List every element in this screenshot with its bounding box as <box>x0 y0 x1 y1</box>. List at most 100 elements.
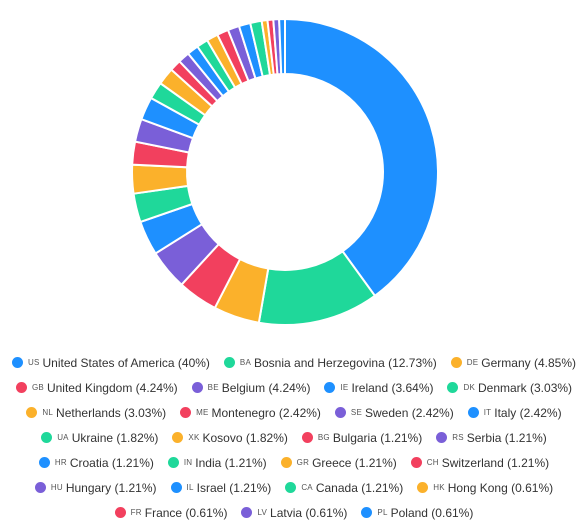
legend-marker <box>467 407 479 418</box>
legend-label: Kosovo (1.82%) <box>202 430 288 445</box>
legend-country-code: IT <box>483 408 492 417</box>
legend-country-code: GR <box>296 458 310 467</box>
legend-label: Montenegro (2.42%) <box>211 405 321 420</box>
legend-item-dk[interactable]: DK Denmark (3.03%) <box>447 381 572 395</box>
legend-item-ba[interactable]: BA Bosnia and Herzegovina (12.73%) <box>223 355 437 370</box>
slice-pl[interactable] <box>278 17 286 76</box>
legend-item-lv[interactable]: LV Latvia (0.61%) <box>241 506 347 520</box>
legend-marker <box>11 357 23 368</box>
legend-item-gb[interactable]: GB United Kingdom (4.24%) <box>15 380 178 395</box>
legend-item-hk[interactable]: HK Hong Kong (0.61%) <box>417 481 553 495</box>
legend-country-code: DE <box>466 358 479 367</box>
legend-item-pl[interactable]: PL Poland (0.61%) <box>361 506 473 520</box>
legend-country-code: HR <box>54 458 67 467</box>
legend: US United States of America (40%) BA Bosnia… <box>0 352 588 523</box>
legend-row: HU Hungary (1.21%) IL Israel (1.21%) CA Canad… <box>0 477 588 498</box>
legend-country-code: CH <box>426 458 439 467</box>
legend-marker <box>180 407 192 418</box>
legend-marker <box>450 357 462 368</box>
legend-label: Ireland (3.64%) <box>351 380 434 395</box>
legend-marker <box>191 382 203 393</box>
legend-country-code: FR <box>130 508 142 517</box>
legend-marker <box>241 507 253 518</box>
legend-item-us[interactable]: US United States of America (40%) <box>11 355 210 370</box>
legend-item-in[interactable]: IN India (1.21%) <box>167 455 267 470</box>
legend-row: UA Ukraine (1.82%) XK Kosovo (1.82%) BG Bulga… <box>0 427 588 448</box>
legend-country-code: BE <box>207 383 219 392</box>
legend-marker <box>38 457 50 468</box>
legend-label: Bosnia and Herzegovina (12.73%) <box>254 355 437 370</box>
legend-marker <box>170 482 182 493</box>
legend-item-ie[interactable]: IE Ireland (3.64%) <box>324 381 433 395</box>
legend-country-code: BG <box>317 433 330 442</box>
legend-item-xk[interactable]: XK Kosovo (1.82%) <box>172 430 288 445</box>
legend-marker <box>114 507 126 518</box>
legend-label: Denmark (3.03%) <box>478 380 573 395</box>
legend-marker <box>447 382 459 393</box>
legend-country-code: RS <box>452 433 464 442</box>
legend-item-hr[interactable]: HR Croatia (1.21%) <box>38 455 154 470</box>
legend-label: Israel (1.21%) <box>196 480 272 495</box>
legend-marker <box>301 432 313 443</box>
legend-label: Bulgaria (1.21%) <box>332 430 423 445</box>
legend-item-nl[interactable]: NL Netherlands (3.03%) <box>26 406 166 420</box>
legend-country-code: UA <box>57 433 69 442</box>
legend-item-rs[interactable]: RS Serbia (1.21%) <box>436 431 547 445</box>
legend-label: Italy (2.42%) <box>494 405 562 420</box>
donut-chart: US United States of America (40%) BA Bosnia… <box>11 17 576 520</box>
legend-label: Belgium (4.24%) <box>221 380 311 395</box>
legend-marker <box>223 357 235 368</box>
legend-country-code: LV <box>257 508 268 517</box>
legend-item-se[interactable]: SE Sweden (2.42%) <box>334 405 454 420</box>
legend-label: Sweden (2.42%) <box>365 405 454 420</box>
legend-label: France (0.61%) <box>144 505 228 520</box>
legend-country-code: HU <box>50 483 63 492</box>
legend-item-hu[interactable]: HU Hungary (1.21%) <box>34 481 157 495</box>
legend-country-code: NL <box>42 408 54 417</box>
legend-country-code: DK <box>463 383 475 392</box>
legend-country-code: CA <box>301 483 313 492</box>
legend-country-code: IN <box>183 458 193 467</box>
legend-item-it[interactable]: IT Italy (2.42%) <box>467 405 562 420</box>
legend-item-ch[interactable]: CH Switzerland (1.21%) <box>410 455 550 470</box>
legend-item-ua[interactable]: UA Ukraine (1.82%) <box>41 431 158 445</box>
legend-label: Switzerland (1.21%) <box>441 455 550 470</box>
legend-marker <box>436 432 448 443</box>
legend-country-code: GB <box>31 383 44 392</box>
legend-marker <box>34 482 46 493</box>
legend-country-code: IL <box>186 483 194 492</box>
legend-item-il[interactable]: IL Israel (1.21%) <box>170 480 272 495</box>
legend-label: Germany (4.85%) <box>481 355 576 370</box>
legend-marker <box>280 457 292 468</box>
legend-marker <box>172 432 184 443</box>
legend-item-de[interactable]: DE Germany (4.85%) <box>450 355 576 370</box>
legend-label: United States of America (40%) <box>42 355 210 370</box>
legend-country-code: SE <box>350 408 362 417</box>
legend-marker <box>417 482 429 493</box>
legend-item-ca[interactable]: CA Canada (1.21%) <box>285 481 403 495</box>
legend-item-be[interactable]: BE Belgium (4.24%) <box>191 380 311 395</box>
legend-marker <box>324 382 336 393</box>
legend-marker <box>26 407 38 418</box>
legend-item-me[interactable]: ME Montenegro (2.42%) <box>180 406 321 420</box>
legend-marker <box>410 457 422 468</box>
legend-row: HR Croatia (1.21%) IN India (1.21%) GR Greece… <box>0 452 588 473</box>
legend-marker <box>167 457 179 468</box>
legend-row: US United States of America (40%) BA Bosnia… <box>0 352 588 373</box>
legend-item-fr[interactable]: FR France (0.61%) <box>114 505 228 520</box>
legend-label: United Kingdom (4.24%) <box>46 380 178 395</box>
legend-marker <box>285 482 297 493</box>
legend-label: Croatia (1.21%) <box>69 455 154 470</box>
legend-item-gr[interactable]: GR Greece (1.21%) <box>280 456 397 470</box>
legend-country-code: ME <box>196 408 209 417</box>
legend-label: Poland (0.61%) <box>390 505 474 520</box>
legend-marker <box>15 382 27 393</box>
legend-marker <box>361 507 373 518</box>
legend-country-code: BA <box>239 358 251 367</box>
legend-label: India (1.21%) <box>195 455 267 470</box>
legend-item-bg[interactable]: BG Bulgaria (1.21%) <box>301 430 423 445</box>
legend-label: Hong Kong (0.61%) <box>447 480 554 495</box>
legend-row: GB United Kingdom (4.24%) BE Belgium (4.24%… <box>0 377 588 398</box>
legend-country-code: HK <box>433 483 445 492</box>
slice-us[interactable] <box>284 17 439 298</box>
